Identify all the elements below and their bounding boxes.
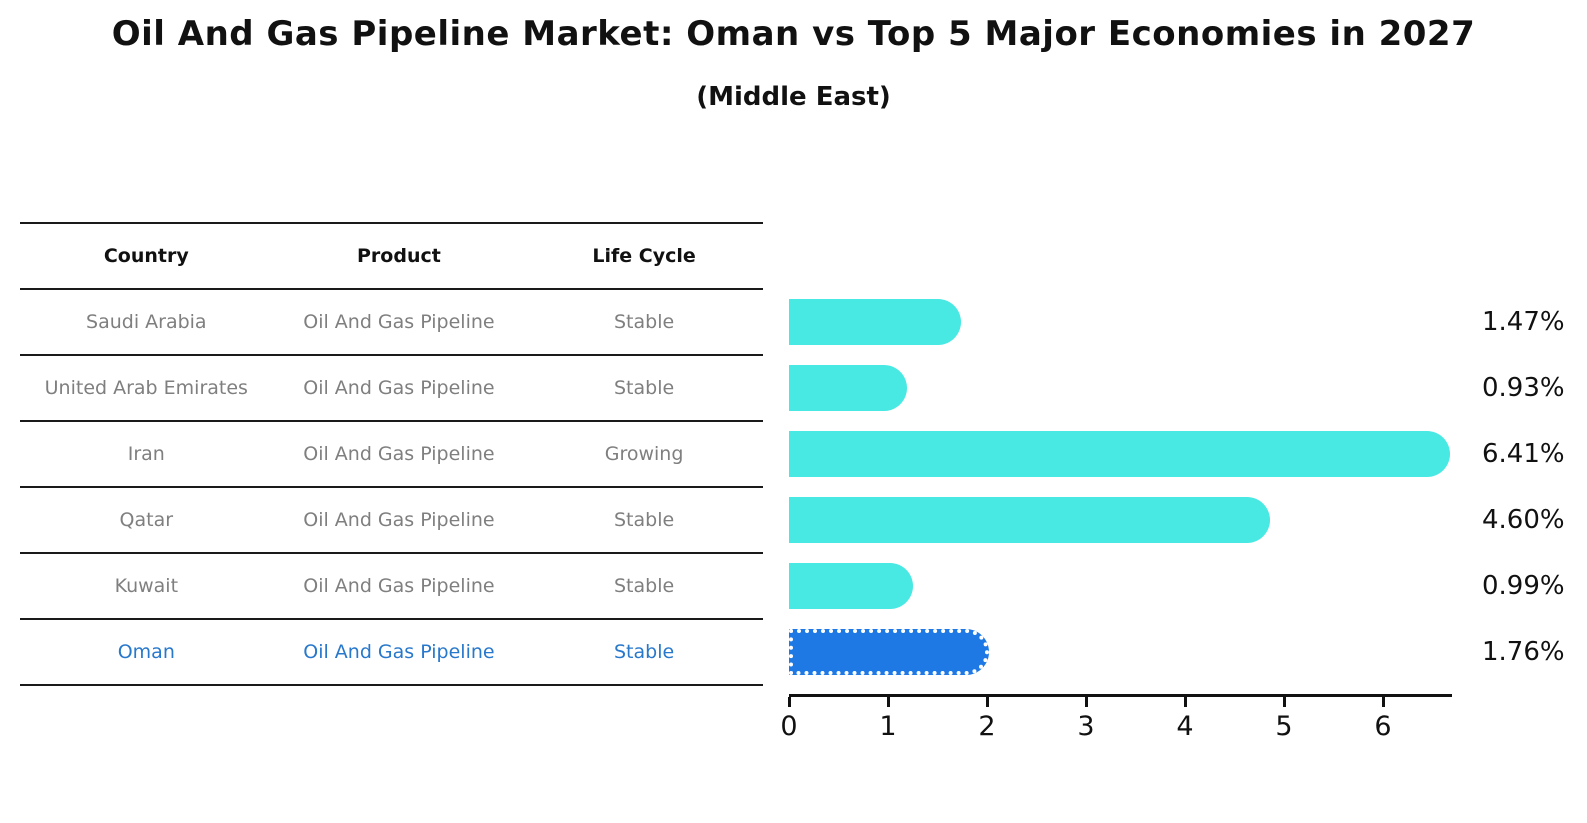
x-axis-tick-label: 2 — [978, 711, 996, 742]
x-axis-line — [789, 694, 1452, 697]
life-cycle-cell: Stable — [614, 377, 675, 399]
value-label-qatar: 4.60% — [1482, 505, 1565, 535]
x-axis-tick — [1085, 697, 1088, 707]
bar-saudi-arabia — [789, 299, 961, 345]
x-axis-tick-label: 0 — [780, 711, 798, 742]
chart-title: Oil And Gas Pipeline Market: Oman vs Top… — [111, 14, 1476, 54]
product-cell: Oil And Gas Pipeline — [303, 311, 495, 333]
bar-oman — [789, 629, 989, 675]
column-header-country: Country — [103, 245, 189, 267]
table-header-row: Country Product Life Cycle — [20, 222, 763, 288]
value-label-saudi-arabia: 1.47% — [1482, 307, 1565, 337]
column-header-life-cycle: Life Cycle — [592, 245, 696, 267]
x-axis-tick-label: 5 — [1275, 711, 1293, 742]
bar-kuwait — [789, 563, 913, 609]
country-cell: Saudi Arabia — [86, 311, 207, 333]
value-label-united-arab-emirates: 0.93% — [1482, 373, 1565, 403]
country-cell: Iran — [127, 443, 165, 465]
comparison-table: Country Product Life Cycle Saudi Arabia O… — [20, 222, 763, 686]
table-row-oman: Oman Oil And Gas Pipeline Stable — [20, 618, 763, 684]
table-row-kuwait: Kuwait Oil And Gas Pipeline Stable — [20, 552, 763, 618]
life-cycle-cell: Stable — [614, 509, 675, 531]
product-cell: Oil And Gas Pipeline — [303, 377, 495, 399]
country-cell: Qatar — [119, 509, 174, 531]
x-axis-tick — [1382, 697, 1385, 707]
country-cell: Oman — [117, 641, 175, 663]
value-label-kuwait: 0.99% — [1482, 571, 1565, 601]
x-axis-tick — [788, 697, 791, 707]
value-label-oman: 1.76% — [1482, 637, 1565, 667]
product-cell: Oil And Gas Pipeline — [303, 575, 495, 597]
x-axis-tick — [1184, 697, 1187, 707]
product-cell: Oil And Gas Pipeline — [303, 509, 495, 531]
table-row-united-arab-emirates: United Arab Emirates Oil And Gas Pipeline… — [20, 354, 763, 420]
country-cell: Kuwait — [114, 575, 179, 597]
column-header-product: Product — [357, 245, 441, 267]
x-axis-tick — [986, 697, 989, 707]
life-cycle-cell: Stable — [614, 311, 675, 333]
x-axis-tick — [887, 697, 890, 707]
table-body: Saudi Arabia Oil And Gas Pipeline Stable Un… — [20, 288, 763, 684]
product-cell: Oil And Gas Pipeline — [303, 443, 495, 465]
product-cell: Oil And Gas Pipeline — [303, 641, 495, 663]
life-cycle-cell: Stable — [614, 575, 675, 597]
chart-subtitle: (Middle East) — [696, 82, 891, 112]
bar-united-arab-emirates — [789, 365, 907, 411]
life-cycle-cell: Growing — [604, 443, 684, 465]
value-label-iran: 6.41% — [1482, 439, 1565, 469]
x-axis-tick — [1283, 697, 1286, 707]
table-row-qatar: Qatar Oil And Gas Pipeline Stable — [20, 486, 763, 552]
x-axis-tick-label: 4 — [1176, 711, 1194, 742]
x-axis-tick-label: 6 — [1374, 711, 1392, 742]
bar-qatar — [789, 497, 1270, 543]
table-row-saudi-arabia: Saudi Arabia Oil And Gas Pipeline Stable — [20, 288, 763, 354]
bar-iran — [789, 431, 1450, 477]
country-cell: United Arab Emirates — [44, 377, 248, 399]
x-axis-tick-label: 3 — [1077, 711, 1095, 742]
table-row-iran: Iran Oil And Gas Pipeline Growing — [20, 420, 763, 486]
life-cycle-cell: Stable — [614, 641, 675, 663]
x-axis-tick-label: 1 — [879, 711, 897, 742]
